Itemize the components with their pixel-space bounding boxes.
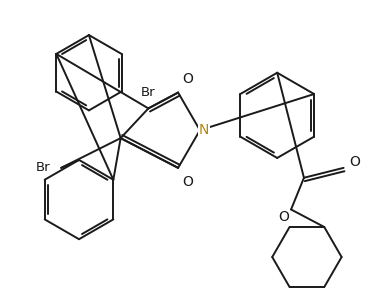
Text: Br: Br — [141, 86, 156, 99]
Text: N: N — [199, 123, 209, 137]
Text: O: O — [279, 210, 290, 224]
Text: O: O — [349, 155, 360, 169]
Text: O: O — [182, 72, 193, 86]
Text: Br: Br — [36, 161, 51, 174]
Text: O: O — [182, 175, 193, 189]
